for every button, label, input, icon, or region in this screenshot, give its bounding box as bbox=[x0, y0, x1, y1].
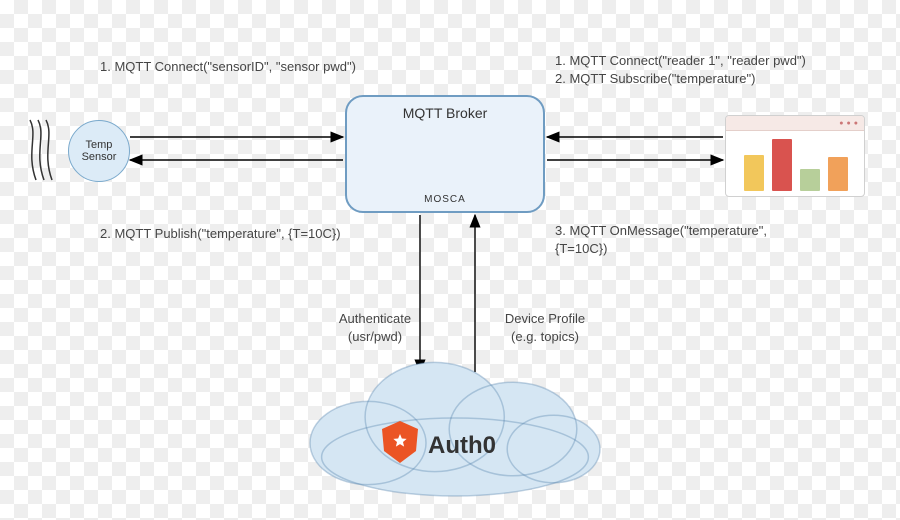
label-reader-connect: 1. MQTT Connect("reader 1", "reader pwd"… bbox=[555, 52, 806, 70]
temp-sensor-node: Temp Sensor bbox=[68, 120, 130, 182]
svg-layer: Auth0 bbox=[0, 0, 900, 520]
label-sensor-publish: 2. MQTT Publish("temperature", {T=10C}) bbox=[100, 225, 341, 243]
label-sensor-connect: 1. MQTT Connect("sensorID", "sensor pwd"… bbox=[100, 58, 356, 76]
window-dot-icon: ● bbox=[839, 120, 843, 127]
sensor-title-line2: Sensor bbox=[82, 151, 117, 163]
chart-bar bbox=[744, 155, 764, 191]
mqtt-broker-node: MQTT Broker MOSCA bbox=[345, 95, 545, 213]
chart-bar bbox=[800, 169, 820, 191]
chart-body bbox=[726, 131, 864, 197]
reader-chart-card: ● ● ● bbox=[725, 115, 865, 197]
diagram-stage: Auth0 Temp Sensor MQTT Broker MOSCA ● ● … bbox=[0, 0, 900, 520]
broker-title: MQTT Broker bbox=[347, 105, 543, 121]
heat-waves-icon bbox=[30, 120, 52, 180]
chart-bar bbox=[772, 139, 792, 191]
window-dot-icon: ● bbox=[847, 120, 851, 127]
svg-text:Auth0: Auth0 bbox=[428, 432, 496, 459]
chart-bar bbox=[828, 157, 848, 191]
label-device-profile: Device Profile (e.g. topics) bbox=[490, 310, 600, 345]
label-reader-onmessage: 3. MQTT OnMessage("temperature", {T=10C}… bbox=[555, 222, 767, 257]
chart-toolbar: ● ● ● bbox=[726, 116, 864, 131]
mosca-logo-label: MOSCA bbox=[347, 194, 543, 205]
auth0-cloud: Auth0 bbox=[310, 362, 600, 496]
window-dot-icon: ● bbox=[854, 120, 858, 127]
sensor-title-line1: Temp bbox=[82, 139, 117, 151]
label-reader-subscribe: 2. MQTT Subscribe("temperature") bbox=[555, 70, 755, 88]
label-authenticate: Authenticate (usr/pwd) bbox=[320, 310, 430, 345]
